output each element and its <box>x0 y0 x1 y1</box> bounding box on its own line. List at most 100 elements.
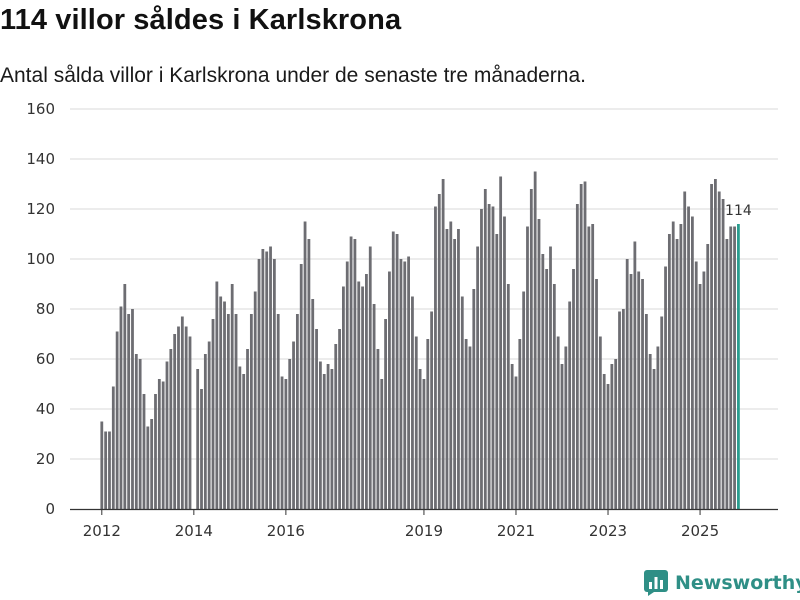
bar <box>629 274 633 509</box>
bar <box>318 361 322 509</box>
bar <box>641 279 644 509</box>
bar-highlight <box>737 224 740 509</box>
bar <box>476 246 480 509</box>
x-tick-label: 2021 <box>497 522 535 540</box>
bar <box>146 426 150 509</box>
bar <box>560 364 564 509</box>
bar <box>702 271 706 509</box>
bar <box>338 329 341 509</box>
bar <box>480 209 483 509</box>
bar <box>108 431 111 509</box>
brand-name: Newsworthy <box>675 572 800 594</box>
bar <box>430 311 434 509</box>
bar <box>123 284 127 509</box>
bar <box>357 281 361 509</box>
bar <box>119 306 123 509</box>
bar <box>518 339 522 509</box>
bar <box>284 379 288 509</box>
bar <box>184 326 188 509</box>
bar <box>564 346 568 509</box>
bar <box>733 226 736 509</box>
bar <box>265 251 269 509</box>
bar <box>683 191 687 509</box>
bar <box>100 421 104 509</box>
bar <box>234 314 238 509</box>
bar <box>694 261 698 509</box>
bar <box>104 431 108 509</box>
bar <box>637 271 641 509</box>
bar <box>506 284 510 509</box>
bar <box>142 394 146 509</box>
bar <box>215 281 219 509</box>
x-tick-label: 2016 <box>267 522 305 540</box>
bar <box>690 216 694 509</box>
bar <box>203 354 207 509</box>
highlight-value-label: 114 <box>725 203 752 219</box>
bar <box>138 359 142 509</box>
bar <box>648 354 652 509</box>
bar <box>150 419 154 509</box>
bar <box>671 221 675 509</box>
bar <box>211 319 215 509</box>
bar <box>495 234 499 509</box>
bar <box>173 334 177 509</box>
bar <box>399 259 403 509</box>
x-axis-ticks: 2012 2014 2016 2019 2021 2023 2025 <box>70 508 778 540</box>
y-tick-label: 80 <box>36 300 55 318</box>
bar <box>180 316 184 509</box>
bar <box>714 179 717 509</box>
bar <box>526 226 529 509</box>
bar <box>131 309 134 509</box>
bar <box>342 286 345 509</box>
bar <box>503 216 506 509</box>
bar <box>579 184 583 509</box>
bar <box>154 394 157 509</box>
y-tick-label: 160 <box>26 100 55 118</box>
bar <box>453 239 457 509</box>
bar <box>706 244 710 509</box>
bar <box>583 181 587 509</box>
bar <box>549 246 552 509</box>
bar <box>288 359 292 509</box>
y-axis-ticks: 0 20 40 60 80 100 120 140 160 <box>26 100 55 518</box>
bar <box>721 199 725 509</box>
bar <box>134 354 138 509</box>
bar <box>552 284 556 509</box>
bar <box>698 284 702 509</box>
bar <box>468 346 472 509</box>
bar <box>161 381 165 509</box>
bar <box>272 259 276 509</box>
bar <box>242 374 246 509</box>
bar <box>598 336 602 509</box>
bar <box>261 249 265 509</box>
bar <box>315 329 318 509</box>
bar <box>537 219 541 509</box>
bar <box>326 364 330 509</box>
bar <box>660 316 664 509</box>
bar <box>710 184 713 509</box>
bars <box>100 171 740 509</box>
bar <box>322 374 326 509</box>
bar <box>606 384 610 509</box>
chart-title: 114 villor såldes i Karlskrona <box>0 4 402 36</box>
bar <box>725 239 729 509</box>
x-tick-label: 2025 <box>681 522 719 540</box>
bar <box>188 336 192 509</box>
bar <box>230 284 234 509</box>
bar <box>656 346 660 509</box>
bar <box>376 349 380 509</box>
bar <box>414 336 418 509</box>
bar <box>522 291 526 509</box>
bar <box>587 226 591 509</box>
bar <box>165 361 169 509</box>
bar <box>729 226 733 509</box>
bar <box>633 241 637 509</box>
bar <box>644 314 648 509</box>
y-tick-label: 40 <box>36 400 55 418</box>
bar <box>572 269 575 509</box>
bar <box>330 369 334 509</box>
bar <box>483 189 487 509</box>
bar <box>334 344 338 509</box>
bar <box>384 319 387 509</box>
